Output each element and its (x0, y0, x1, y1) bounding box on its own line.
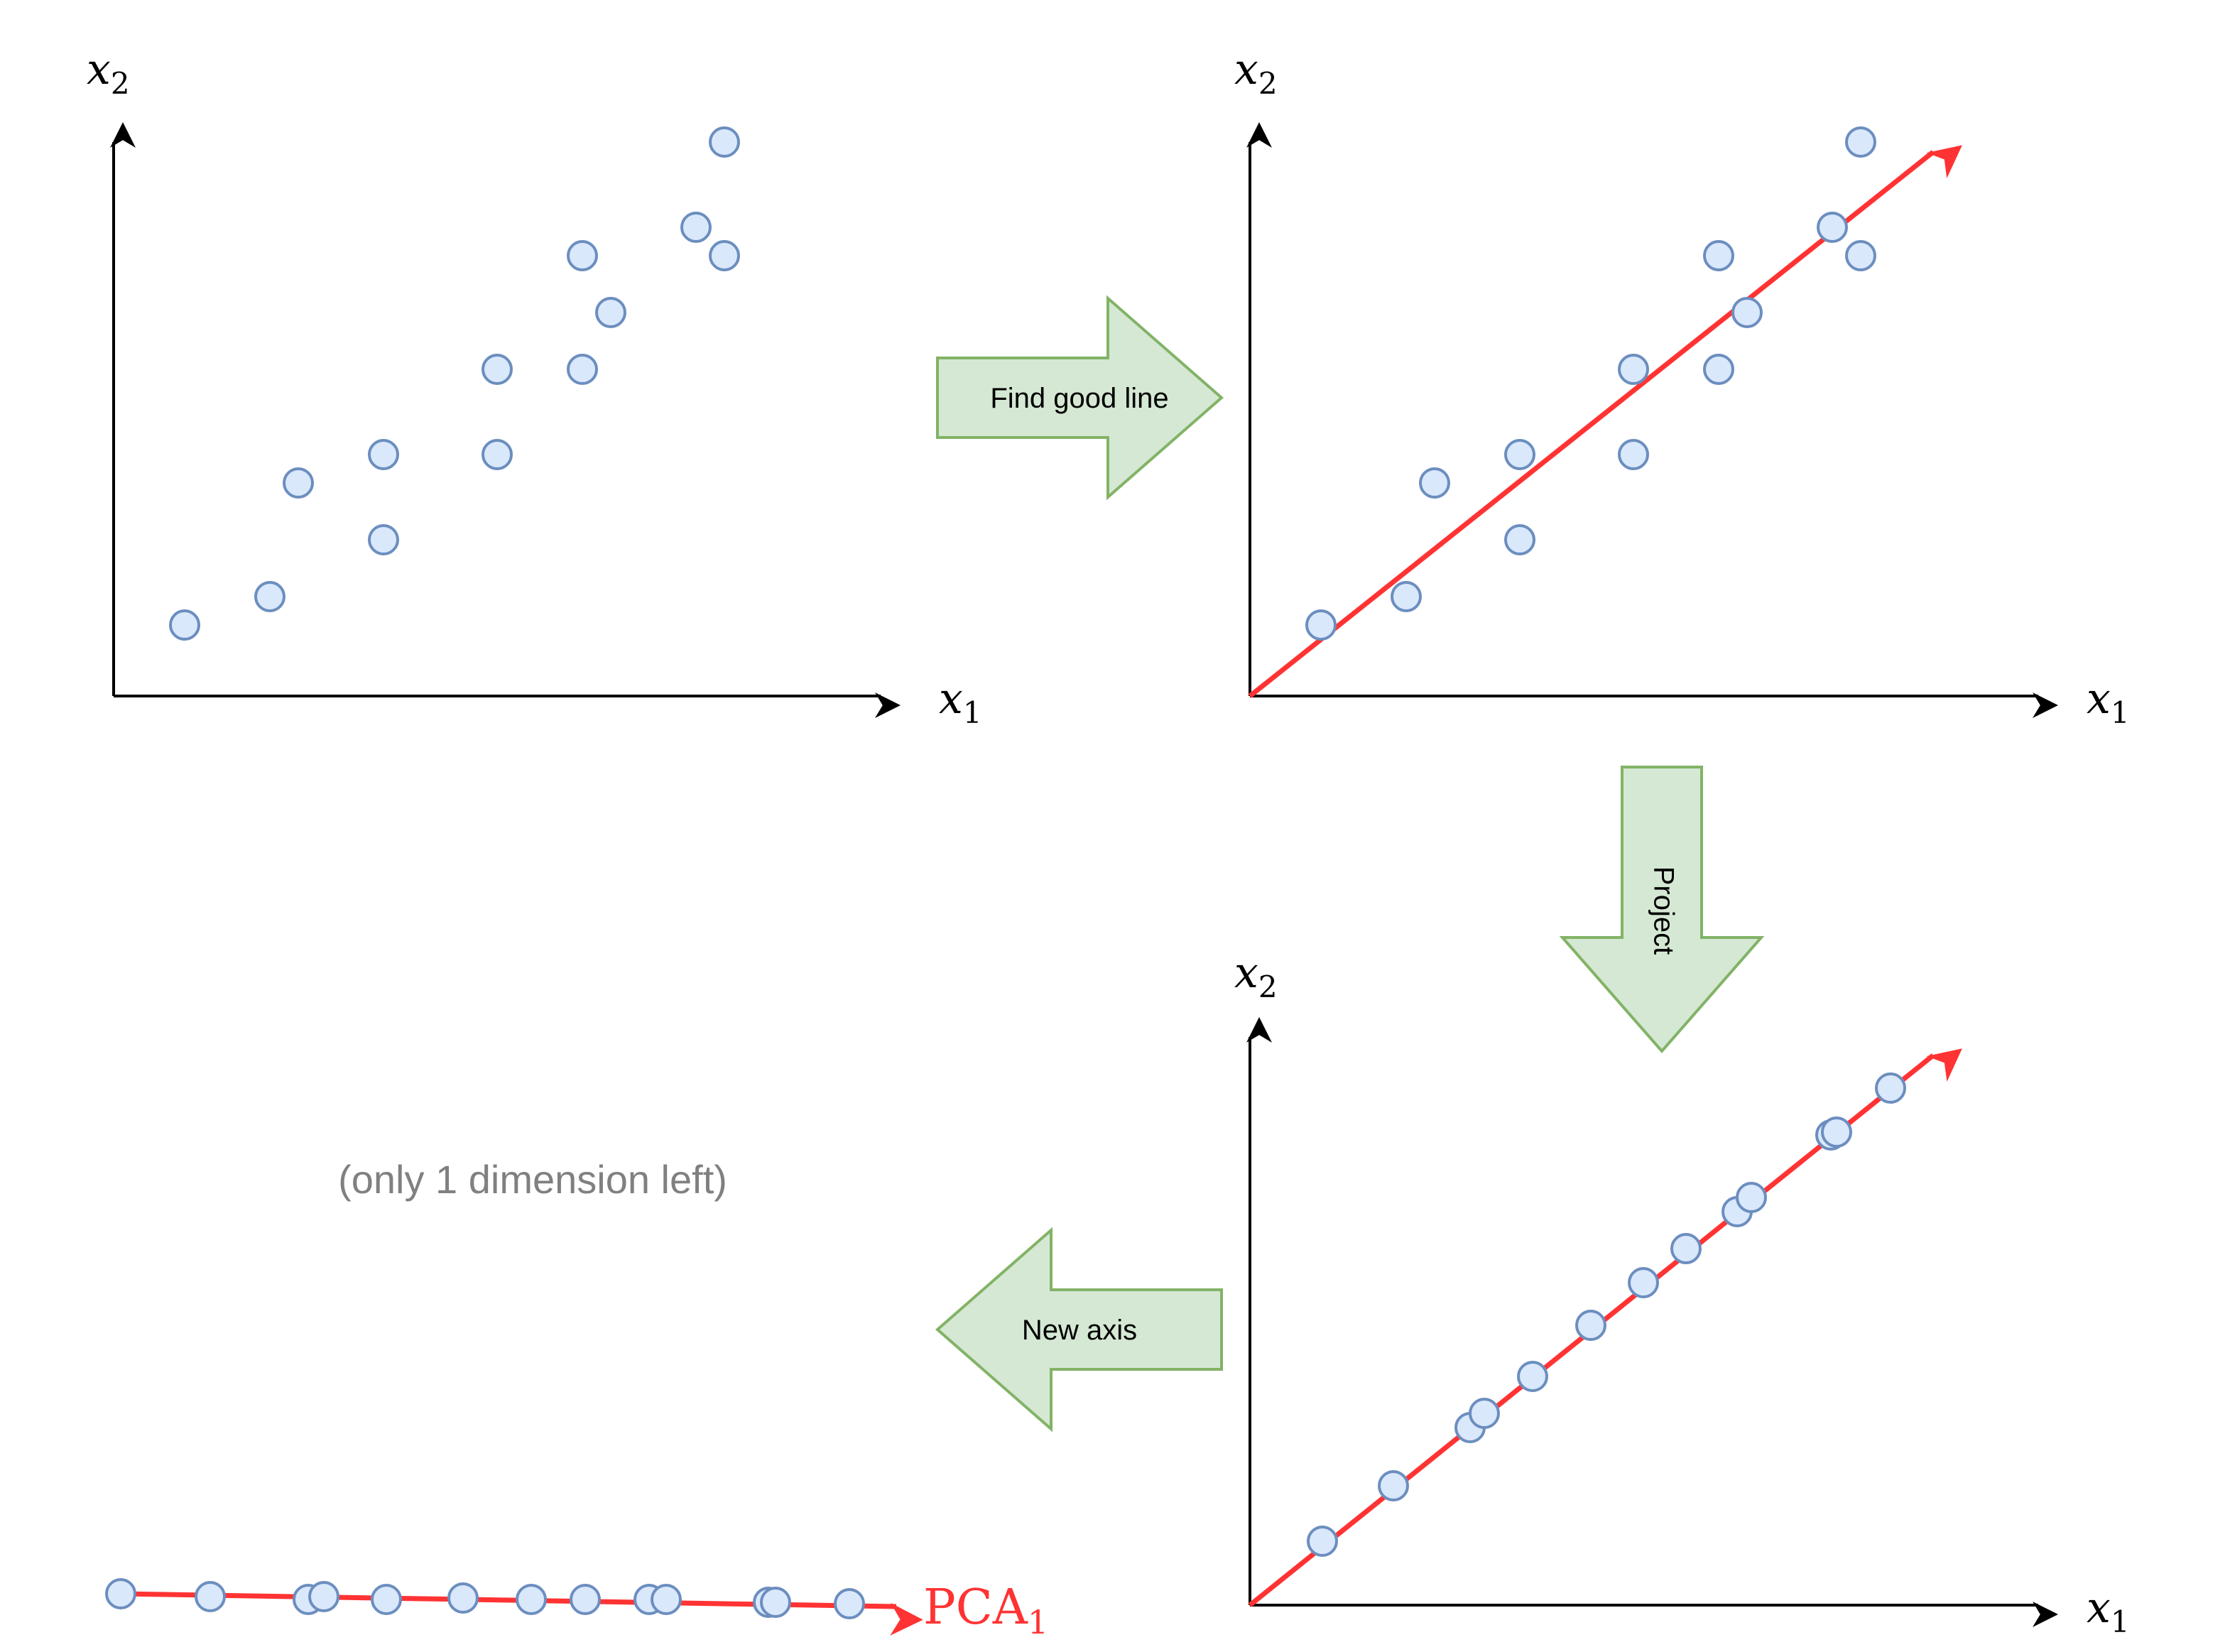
data-point (567, 240, 598, 271)
panel-fit: x2 x1 (1234, 45, 2130, 730)
projected-point (1517, 1361, 1548, 1392)
data-point (368, 439, 399, 470)
data-point (482, 354, 513, 385)
panel-original: x2 x1 (87, 45, 982, 730)
x-axis-label: x1 (2087, 674, 2130, 730)
projected-point (1821, 1116, 1852, 1148)
projected-points (1307, 1072, 1906, 1557)
flow-arrow-find-line: Find good line (936, 295, 1224, 501)
reduced-points (105, 1578, 865, 1619)
projected-point (1378, 1470, 1409, 1501)
data-point (1845, 126, 1876, 158)
reduced-point (760, 1587, 791, 1618)
data-point (567, 354, 598, 385)
data-point (1305, 609, 1337, 641)
data-point (595, 297, 626, 328)
pca-axis-label: PCA1 (923, 1580, 1048, 1641)
reduced-point (447, 1582, 479, 1614)
data-point (1703, 240, 1734, 271)
x-axis-label: x1 (2087, 1583, 2130, 1639)
flow-arrow-project: Project (1559, 766, 1765, 1054)
panel-projected: x2 x1 (1234, 948, 2130, 1639)
data-point (680, 212, 712, 243)
reduced-point (371, 1584, 402, 1615)
flow-arrow-new-axis: New axis (935, 1227, 1223, 1433)
data-point (709, 240, 740, 271)
reduced-point (195, 1581, 226, 1612)
reduced-point (651, 1584, 682, 1615)
flow-arrow-label: New axis (1022, 1315, 1137, 1346)
down-arrow-shape (1559, 766, 1765, 1054)
data-point (482, 439, 513, 470)
data-point (709, 126, 740, 158)
projected-point (1575, 1310, 1606, 1341)
fit-line (1248, 145, 1962, 698)
projected-point (1670, 1233, 1702, 1264)
data-point (1731, 297, 1763, 328)
projected-point (1875, 1072, 1906, 1104)
panel-reduced: (only 1 dimension left) PCA1 (105, 1157, 1048, 1641)
data-point (1618, 354, 1649, 385)
data-point (368, 524, 399, 555)
projected-point (1736, 1182, 1767, 1213)
left-arrow-shape (935, 1227, 1223, 1433)
data-points (169, 126, 740, 641)
flow-arrow-label: Find good line (990, 383, 1168, 414)
data-point (1504, 524, 1535, 555)
data-point (1845, 240, 1876, 271)
y-axis-label: x2 (1234, 45, 1278, 101)
dimension-note: (only 1 dimension left) (338, 1157, 727, 1202)
reduced-point (105, 1578, 136, 1609)
reduced-point (570, 1584, 601, 1615)
data-point (1504, 439, 1535, 470)
data-point (1703, 354, 1734, 385)
x-axis-label: x1 (939, 674, 982, 730)
data-point (254, 581, 285, 612)
y-axis-label: x2 (1234, 948, 1278, 1004)
right-arrow-shape (936, 295, 1224, 501)
projected-point (1628, 1267, 1659, 1298)
data-point (1419, 467, 1450, 499)
reduced-point (834, 1588, 865, 1619)
data-point (1618, 439, 1649, 470)
reduced-point (308, 1581, 339, 1612)
data-points (1305, 126, 1876, 641)
flow-arrow-label: Project (1648, 866, 1679, 955)
data-point (169, 609, 200, 641)
data-point (1817, 212, 1848, 243)
data-point (283, 467, 314, 499)
projected-point (1469, 1398, 1500, 1429)
reduced-point (516, 1584, 547, 1615)
y-axis-label: x2 (87, 45, 130, 101)
projected-point (1307, 1526, 1338, 1557)
data-point (1391, 581, 1422, 612)
